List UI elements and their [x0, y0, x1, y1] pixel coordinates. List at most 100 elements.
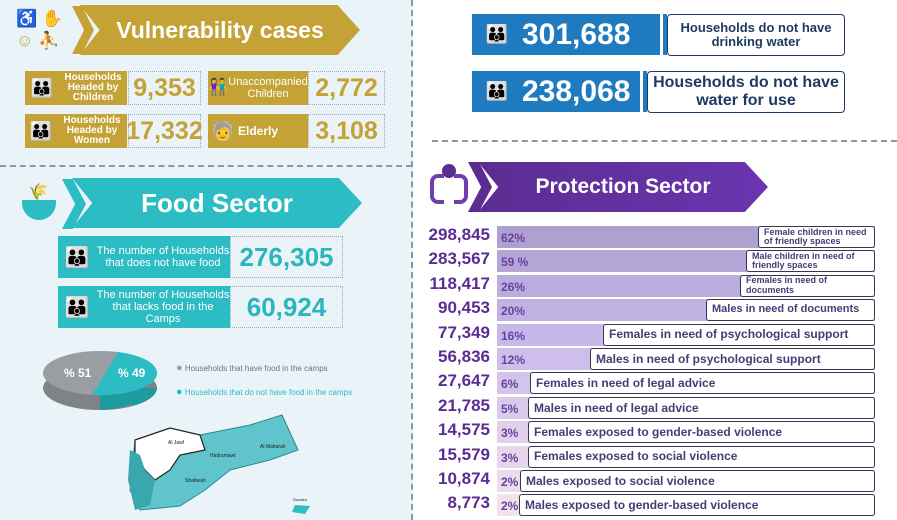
protection-value: 77,349 [438, 322, 490, 342]
protection-row: 118,417 26% Females in need of documents [420, 274, 875, 297]
protection-pct: 3% [501, 426, 519, 441]
protection-pct: 62% [501, 231, 526, 245]
protection-label: Female children in need of friendly spac… [758, 226, 875, 248]
vuln-label-2: 👫 Unaccompanied Children [208, 71, 308, 105]
protection-value: 14,575 [438, 420, 490, 440]
vuln-value-4: 3,108 [308, 114, 385, 148]
protection-bar: 3% Females exposed to gender-based viole… [497, 421, 875, 444]
map-label: Shabwah [185, 478, 206, 484]
pie-label-49: % 49 [118, 366, 146, 380]
protection-row: 283,567 59 % Male children in need of fr… [420, 249, 875, 273]
pie-label-51: % 51 [64, 366, 92, 380]
vuln-value-3: 17,332 [126, 114, 203, 148]
protection-banner: Protection Sector [478, 162, 768, 212]
protection-value: 21,785 [438, 395, 490, 415]
map-label: Hadramawt [210, 453, 236, 459]
protection-label: Females in need of documents [740, 274, 875, 297]
elderly-icon: 🧓 [211, 121, 235, 141]
family-icon: 👪 [29, 121, 53, 141]
protection-value: 8,773 [447, 493, 490, 513]
yemen-map: Al Jawf Hadramawt Al Maharah Shabwah Soc… [128, 414, 310, 514]
protection-pct: 3% [501, 450, 519, 465]
protection-value: 15,579 [438, 444, 490, 464]
food-label-1: 👪 The number of Households that does not … [58, 236, 230, 278]
protection-value: 90,453 [438, 298, 490, 318]
protection-value: 298,845 [428, 225, 490, 244]
vuln-value-2: 2,772 [308, 71, 385, 105]
protection-pct: 12% [501, 353, 526, 367]
protection-label: Male children in need of friendly spaces [746, 250, 875, 273]
food-value-1: 276,305 [230, 236, 343, 278]
protection-label: Males in need of legal advice [528, 396, 875, 419]
protection-value: 27,647 [438, 371, 490, 391]
protection-bar: 2% Males exposed to social violence [497, 470, 875, 492]
protection-bar: 5% Males in need of legal advice [497, 396, 875, 419]
protection-pct: 26% [501, 279, 526, 294]
protection-row: 56,836 12% Males in need of psychologica… [420, 347, 875, 370]
protection-label: Females exposed to social violence [528, 445, 875, 468]
vuln-label-1: 👪 Households Headed by Children [25, 71, 127, 105]
bowl-icon [22, 200, 56, 220]
protection-pct: 20% [501, 304, 526, 319]
accent-bar [663, 14, 667, 55]
protection-bar: 59 % Male children in need of friendly s… [497, 250, 875, 273]
protection-row: 8,773 2% Males exposed to gender-based v… [420, 493, 875, 517]
family-icon: 👪 [64, 296, 90, 319]
legend-no-food: ● Households that do not have food in th… [176, 386, 353, 398]
family-icon: 👪 [485, 24, 509, 44]
protection-bar: 16% Females in need of psychological sup… [497, 323, 875, 346]
water-value-2: 👪 238,068 [472, 71, 640, 112]
pin-icon: ● [176, 362, 183, 374]
food-label-2: 👪 The number of Households that lacks foo… [58, 286, 230, 328]
protection-pct: 2% [501, 475, 519, 489]
protection-row: 77,349 16% Females in need of psychologi… [420, 323, 875, 346]
protection-bar: 6% Females in need of legal advice [497, 372, 875, 395]
wheat-icon: 🌾 [28, 184, 48, 201]
children-icon: 👫 [208, 79, 228, 96]
protection-row: 10,874 2% Males exposed to social violen… [420, 469, 875, 492]
protection-row: 298,845 62% Female children in need of f… [420, 225, 875, 248]
pin-icon: ● [176, 386, 183, 398]
family-icon: 👪 [64, 246, 90, 269]
map-label: Socotra [293, 497, 308, 502]
map-label: Al Jawf [168, 440, 185, 446]
water-label-2: Households do not have water for use [647, 71, 845, 113]
protection-bar: 12% Males in need of psychological suppo… [497, 348, 875, 370]
protection-pct: 59 % [501, 255, 529, 270]
divider [432, 140, 897, 142]
protection-label: Females exposed to gender-based violence [528, 421, 875, 444]
protection-label: Males exposed to social violence [520, 470, 875, 492]
pie-slice-49 [92, 352, 158, 396]
protection-pct: 2% [501, 499, 519, 514]
vuln-label-4: 🧓 Elderly [208, 114, 308, 148]
water-value-1: 👪 301,688 [472, 14, 660, 55]
vuln-value-1: 9,353 [128, 71, 201, 105]
protection-value: 56,836 [438, 347, 490, 366]
protection-label: Males exposed to gender-based violence [519, 494, 875, 517]
protection-pct: 5% [501, 401, 519, 416]
protection-row: 90,453 20% Males in need of documents [420, 298, 875, 322]
protection-row: 15,579 3% Females exposed to social viol… [420, 445, 875, 468]
protection-bar: 26% Females in need of documents [497, 274, 875, 297]
protection-row: 14,575 3% Females exposed to gender-base… [420, 420, 875, 444]
protection-label: Males in need of documents [706, 299, 875, 322]
protection-pct: 6% [501, 377, 519, 392]
accent-bar [643, 71, 647, 112]
protection-value: 283,567 [428, 249, 490, 269]
family-icon: 👪 [30, 78, 54, 98]
protection-row: 21,785 5% Males in need of legal advice [420, 396, 875, 419]
protection-bar: 2% Males exposed to gender-based violenc… [497, 494, 875, 517]
family-icon: 👪 [485, 81, 509, 101]
protection-value: 118,417 [429, 273, 490, 293]
vulnerability-icon: ♿ ✋ ☺ ⛹ [16, 9, 64, 50]
food-banner: Food Sector [72, 178, 362, 228]
protection-label: Males in need of psychological support [590, 348, 875, 370]
protection-icon [430, 164, 468, 206]
legend-have-food: ● Households that have food in the camps [176, 362, 328, 374]
map-label: Al Maharah [260, 444, 286, 450]
water-label-1: Households do not have drinking water [667, 14, 845, 56]
divider [0, 165, 412, 167]
vuln-label-3: 👪 Households Headed by Women [25, 114, 127, 148]
pie-side-teal [132, 388, 157, 406]
protection-bar: 20% Males in need of documents [497, 299, 875, 322]
